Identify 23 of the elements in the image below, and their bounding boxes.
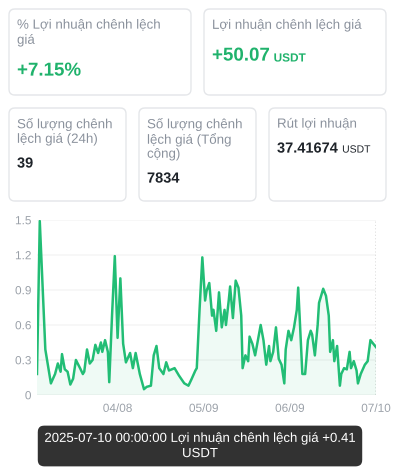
y-tick-label: 1.5	[16, 216, 31, 224]
y-tick-label: 0.3	[15, 356, 31, 364]
text: Số lượng chênh lệch giá (Tổng cộng)	[148, 118, 242, 160]
x-tick-label: 04/08	[103, 403, 132, 412]
y-tick-label: 0	[25, 391, 31, 400]
text: +7.15%	[18, 62, 81, 76]
text: 2025-07-10 00:00:00 Lợi nhuận chênh lệch giá +0.41 USDT	[45, 432, 356, 458]
y-tick-label: 1.2	[16, 251, 31, 260]
text: +50.07	[212, 47, 270, 61]
text: USDT	[274, 53, 306, 62]
text: Lợi nhuận chênh lệch giá	[213, 19, 362, 32]
x-tick-label: 07/10	[362, 403, 390, 412]
text: Rút lợi nhuận	[278, 118, 356, 130]
text: % Lợi nhuận chênh lệch giá	[17, 18, 160, 47]
y-tick-label: 0.6	[15, 321, 31, 330]
x-tick-label: 06/09	[276, 403, 304, 412]
y-tick-label: 0.9	[15, 286, 31, 294]
text: 7834	[148, 172, 180, 183]
x-tick-label: 05/09	[189, 403, 218, 412]
text: 39	[17, 157, 33, 168]
text: 37.41674	[277, 142, 338, 153]
text: Số lượng chênh lệch giá (24h)	[18, 118, 112, 146]
text: USDT	[342, 145, 370, 153]
